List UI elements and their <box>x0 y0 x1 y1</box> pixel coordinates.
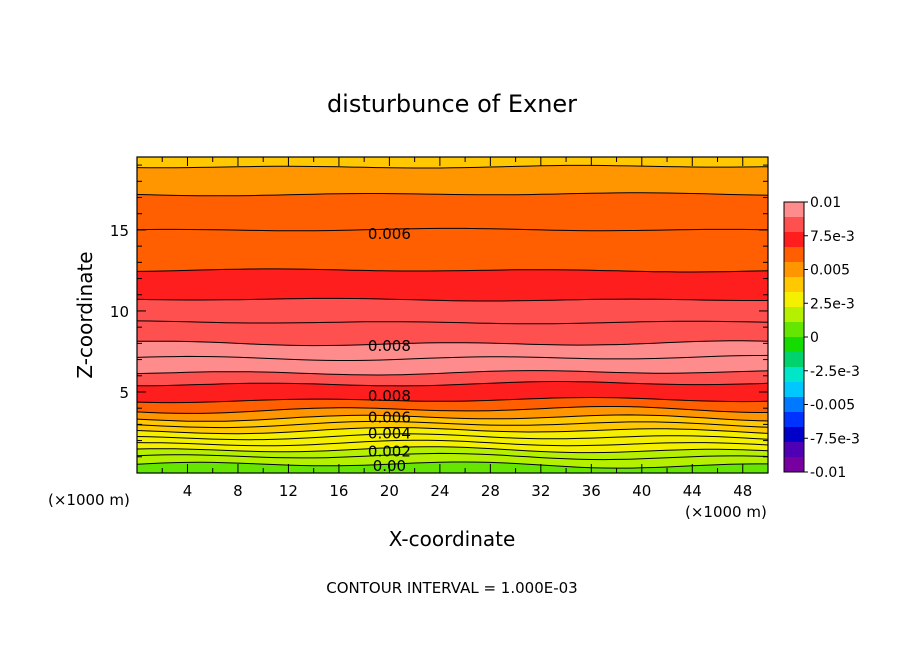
contour-line <box>136 340 769 347</box>
colorbar-swatch <box>784 442 804 458</box>
x-axis-label: X-coordinate <box>389 527 516 551</box>
contour-lines <box>136 164 769 469</box>
colorbar-label: 0 <box>810 330 819 346</box>
x-tick-label: 36 <box>582 482 601 500</box>
x-tick-label: 32 <box>531 482 550 500</box>
colorbar-label: 2.5e-3 <box>810 296 855 312</box>
contour-band <box>136 268 769 302</box>
contour-line <box>136 446 769 454</box>
contour-label: 0.002 <box>368 442 411 460</box>
contour-line <box>136 192 769 197</box>
contour-line <box>136 381 769 387</box>
contour-line <box>136 396 769 404</box>
x-tick-label: 20 <box>380 482 399 500</box>
colorbar-swatch <box>784 202 804 218</box>
colorbar-swatch <box>784 367 804 383</box>
contour-band <box>136 192 769 232</box>
colorbar-swatch <box>784 262 804 278</box>
colorbar-swatch <box>784 352 804 368</box>
colorbar-swatch <box>784 427 804 443</box>
y-tick-label: 15 <box>110 222 129 240</box>
contour-band <box>136 165 769 197</box>
colorbar-swatch <box>784 217 804 233</box>
x-tick-label: 8 <box>233 482 243 500</box>
contour-line <box>136 370 769 376</box>
contour-line <box>136 297 768 302</box>
colorbar-swatch <box>784 382 804 398</box>
colorbar-swatch <box>784 397 804 413</box>
contour-line <box>136 354 769 361</box>
x-tick-label: 48 <box>733 482 752 500</box>
contour-interval-note: CONTOUR INTERVAL = 1.000E-03 <box>326 579 577 597</box>
colorbar-swatch <box>784 247 804 263</box>
x-tick-label: 44 <box>683 482 702 500</box>
chart-title: disturbunce of Exner <box>327 90 577 118</box>
contour-line <box>136 426 769 435</box>
colorbar-swatch <box>784 457 804 473</box>
contour-band <box>136 228 769 273</box>
plot-frame <box>136 156 769 474</box>
y-ticks: 5 10 15 <box>110 164 768 458</box>
contour-label: 0.006 <box>368 225 411 243</box>
colorbar-label: -7.5e-3 <box>810 431 860 447</box>
contour-line <box>136 439 769 447</box>
contour-line <box>136 461 768 469</box>
colorbar <box>783 201 805 473</box>
x-tick-label: 4 <box>183 482 193 500</box>
colorbar-swatch <box>784 277 804 293</box>
x-ticks: 4 8 12 16 20 24 28 32 36 40 44 48 <box>161 157 752 500</box>
contour-label: 0.008 <box>368 387 411 405</box>
colorbar-label: -0.01 <box>810 465 846 481</box>
colorbar-swatch <box>784 232 804 248</box>
x-unit-right: (×1000 m) <box>685 503 767 521</box>
x-tick-label: 24 <box>430 482 449 500</box>
contour-line <box>136 433 769 441</box>
contour-field <box>136 156 769 474</box>
x-tick-label: 28 <box>481 482 500 500</box>
contour-label: 0.008 <box>368 337 411 355</box>
colorbar-label: 0.01 <box>810 195 841 211</box>
contour-line <box>136 452 769 461</box>
contour-line <box>136 268 769 273</box>
contour-line <box>136 164 769 169</box>
contour-label: 0.004 <box>368 424 411 442</box>
y-axis-label: Z-coordinate <box>73 251 97 378</box>
colorbar-swatch <box>784 292 804 308</box>
colorbar-label: 7.5e-3 <box>810 229 855 245</box>
colorbar-swatch <box>784 322 804 338</box>
contour-line <box>136 414 769 422</box>
colorbar-swatch <box>784 337 804 353</box>
x-tick-label: 40 <box>632 482 651 500</box>
contour-label: 0.006 <box>368 408 411 426</box>
y-tick-label: 10 <box>110 303 129 321</box>
contour-line <box>136 420 769 429</box>
y-tick-label: 5 <box>119 384 129 402</box>
contour-line <box>136 406 768 414</box>
colorbar-swatch <box>784 307 804 323</box>
x-tick-label: 16 <box>329 482 348 500</box>
x-unit-left: (×1000 m) <box>48 491 130 509</box>
x-tick-label: 12 <box>279 482 298 500</box>
colorbar-labels: 0.01 7.5e-3 0.005 2.5e-3 0 -2.5e-3 -0.005 -7.5e… <box>804 195 860 481</box>
contour-line <box>136 320 769 325</box>
colorbar-label: -2.5e-3 <box>810 364 860 380</box>
colorbar-label: -0.005 <box>810 398 855 414</box>
contour-band <box>136 298 769 325</box>
contour-line <box>136 227 769 232</box>
colorbar-swatch <box>784 412 804 428</box>
colorbar-label: 0.005 <box>810 263 850 279</box>
